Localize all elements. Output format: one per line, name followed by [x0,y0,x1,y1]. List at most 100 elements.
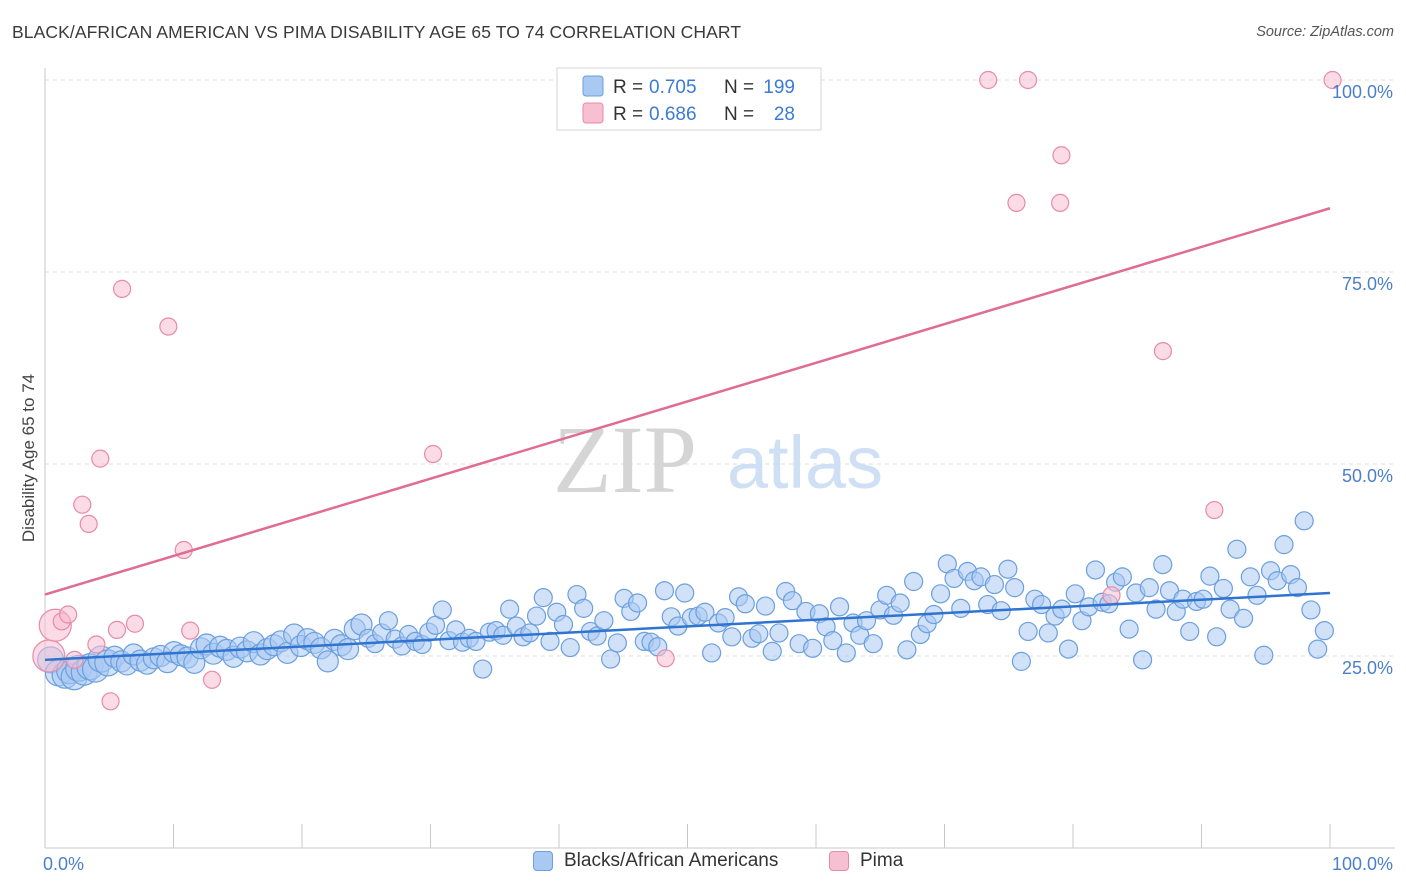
trend-line-blacks [44,591,1331,662]
point-blacks-119 [829,597,850,617]
gridlines [45,79,1395,657]
legend-n-label-1: N = [724,77,754,98]
point-blacks-182 [1254,645,1274,665]
axes [44,68,1395,849]
point-blacks-86 [607,633,627,653]
point-blacks-109 [762,641,782,661]
point-blacks-73 [520,623,540,643]
point-blacks-162 [1119,619,1139,639]
point-pima-21 [1007,193,1026,212]
legend-label-pima: Pima [860,850,904,871]
chart-title: BLACK/AFRICAN AMERICAN VS PIMA DISABILIT… [12,22,742,42]
point-blacks-52 [378,611,399,631]
point-pima-0 [32,639,66,673]
legend-r-label-1: R = [613,77,643,98]
point-blacks-129 [897,640,917,660]
point-pima-5 [73,495,92,514]
legend-swatch-pink [582,102,604,124]
point-blacks-188 [1294,511,1314,531]
point-blacks-146 [1011,651,1031,671]
point-blacks-84 [594,611,614,631]
point-pima-16 [202,670,222,689]
point-blacks-103 [722,627,742,647]
point-blacks-99 [695,602,715,622]
legend-n-value-2: 28 [774,104,795,125]
point-blacks-75 [533,588,553,608]
point-blacks-43 [316,650,339,673]
point-pima-6 [79,514,98,534]
point-blacks-102 [715,607,735,628]
point-blacks-78 [553,614,574,635]
point-blacks-152 [1052,599,1072,619]
point-blacks-165 [1139,578,1159,598]
point-blacks-150 [1038,623,1058,643]
point-blacks-110 [769,623,789,643]
point-blacks-107 [749,624,769,644]
point-pima-15 [181,621,200,640]
legend-swatch-blue [582,75,604,97]
point-pima-26 [1205,500,1224,520]
point-blacks-153 [1058,639,1079,659]
legend-item-blacks: Blacks/African Americans [533,850,778,872]
point-blacks-167 [1153,555,1173,575]
point-blacks-157 [1085,560,1106,580]
point-blacks-142 [984,574,1005,595]
legend-r-value-1: 0.705 [649,77,697,98]
source-label: Source: ZipAtlas.com [1256,24,1394,40]
point-pima-24 [1102,586,1121,605]
trend-lines [44,207,1331,662]
x-tick-label-left: 0.0% [43,854,84,874]
point-pima-25 [1153,342,1173,361]
legend-r-label-2: R = [613,104,643,125]
legend-n-label-2: N = [724,104,754,125]
legend-r-value-2: 0.686 [649,104,697,125]
point-blacks-115 [803,638,823,658]
watermark-atlas: atlas [727,421,883,504]
point-blacks-176 [1213,578,1233,599]
point-blacks-145 [1005,578,1025,598]
point-pima-7 [87,635,106,654]
point-blacks-191 [1314,621,1334,641]
point-pima-27 [1323,70,1342,90]
point-pima-13 [159,317,178,336]
y-tick-label-0: 25.0% [1342,658,1393,678]
point-blacks-66 [473,659,493,679]
legend-top: R = 0.705 N = 199 R = 0.686 N = 28 [556,67,822,131]
point-blacks-177 [1220,599,1240,619]
point-blacks-112 [782,591,803,611]
point-pima-3 [59,605,78,624]
point-blacks-174 [1200,566,1220,586]
point-pima-22 [1052,146,1071,165]
legend-item-pima: Pima [829,850,903,872]
point-blacks-137 [951,598,971,618]
point-blacks-96 [675,583,695,603]
point-pima-10 [107,620,127,639]
point-blacks-128 [890,593,910,613]
point-blacks-189 [1301,600,1321,620]
point-blacks-187 [1287,578,1308,598]
point-blacks-161 [1112,567,1132,587]
point-blacks-81 [574,598,594,618]
point-blacks-144 [998,559,1018,579]
point-blacks-85 [601,649,621,669]
y-tick-label-3: 100.0% [1332,82,1393,102]
point-blacks-180 [1240,567,1260,587]
point-pima-8 [91,449,110,468]
point-blacks-178 [1227,539,1247,559]
y-tick-label-1: 50.0% [1342,466,1393,486]
watermark: ZIP atlas [553,406,883,513]
x-tick-label-right: 100.0% [1332,854,1393,874]
point-blacks-105 [735,594,755,614]
point-blacks-147 [1018,621,1038,642]
point-pima-17 [423,444,443,464]
point-pima-11 [112,279,132,298]
point-blacks-89 [627,593,648,613]
point-blacks-175 [1207,627,1227,647]
point-blacks-154 [1065,584,1085,604]
point-blacks-171 [1180,621,1200,642]
legend-label-blacks: Blacks/African Americans [564,850,779,871]
point-pima-19 [979,70,998,90]
point-blacks-166 [1146,599,1166,619]
point-blacks-179 [1233,608,1254,628]
trend-line-pima [44,207,1331,596]
